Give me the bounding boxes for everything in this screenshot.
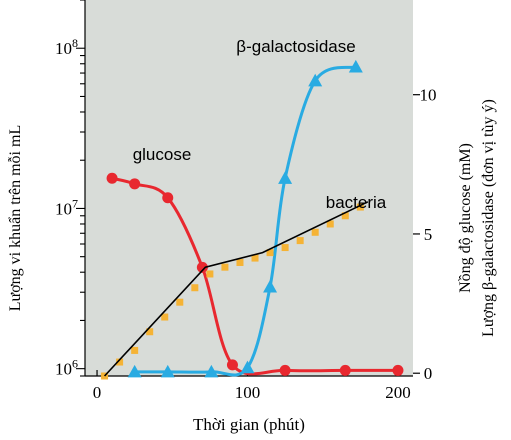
x-axis-label: Thời gian (phút) <box>193 415 305 434</box>
right-axis-label-line1: Nồng độ glucose (mM) <box>457 143 474 293</box>
x-tick-label: 200 <box>385 383 411 402</box>
bacteria-point <box>206 270 214 278</box>
glucose-point <box>196 261 208 273</box>
glucose-line <box>111 176 398 376</box>
bacteria-point <box>161 313 169 321</box>
bacteria-point <box>221 263 229 271</box>
left-tick-label: 107 <box>55 196 78 218</box>
galactosidase-label: β-galactosidase <box>236 37 355 56</box>
bacteria-point <box>236 258 244 266</box>
bacteria-point <box>266 249 274 257</box>
bacteria-point <box>311 228 319 236</box>
x-tick-label: 100 <box>235 383 261 402</box>
bacteria-point <box>356 203 364 211</box>
glucose-point <box>129 178 141 190</box>
bacteria-line <box>103 201 369 377</box>
galactosidase-line <box>134 65 357 377</box>
glucose-point <box>339 364 351 376</box>
right-tick-label: 0 <box>424 364 433 383</box>
bacteria-point <box>146 328 154 336</box>
bacteria-point <box>191 284 199 292</box>
galactosidase-point <box>278 171 293 184</box>
glucose-point <box>279 364 291 376</box>
left-axis-label: Lượng vi khuẩn trên mỗi mL <box>7 125 24 311</box>
bacteria-point <box>176 298 184 306</box>
bacteria-point <box>131 346 139 354</box>
bacteria-point <box>326 220 334 228</box>
bacteria-point <box>281 244 289 252</box>
galactosidase-point <box>308 73 323 87</box>
right-axis-label-line2: Lượng β-galactosidase (đơn vị tùy ý) <box>480 99 497 337</box>
glucose-point <box>106 172 118 184</box>
galactosidase-point <box>160 364 175 378</box>
galactosidase-point <box>127 364 142 378</box>
glucose-point <box>226 359 238 371</box>
plot-area <box>85 0 413 376</box>
glucose-label: glucose <box>133 145 192 164</box>
bacteria-point <box>116 358 124 366</box>
galactosidase-point <box>204 364 219 378</box>
bacteria-point <box>296 237 304 245</box>
bacteria-point <box>341 212 349 220</box>
galactosidase-point <box>263 279 278 293</box>
left-tick-label: 108 <box>55 36 78 58</box>
bacteria-label: bacteria <box>326 193 387 212</box>
right-tick-label: 10 <box>420 86 437 105</box>
glucose-point <box>392 364 404 376</box>
left-tick-label: 106 <box>55 357 78 379</box>
right-tick-label: 5 <box>424 225 433 244</box>
x-tick-label: 0 <box>93 383 102 402</box>
glucose-point <box>162 192 174 204</box>
galactosidase-point <box>240 360 255 374</box>
galactosidase-point <box>348 59 363 73</box>
bacteria-point <box>251 254 259 262</box>
